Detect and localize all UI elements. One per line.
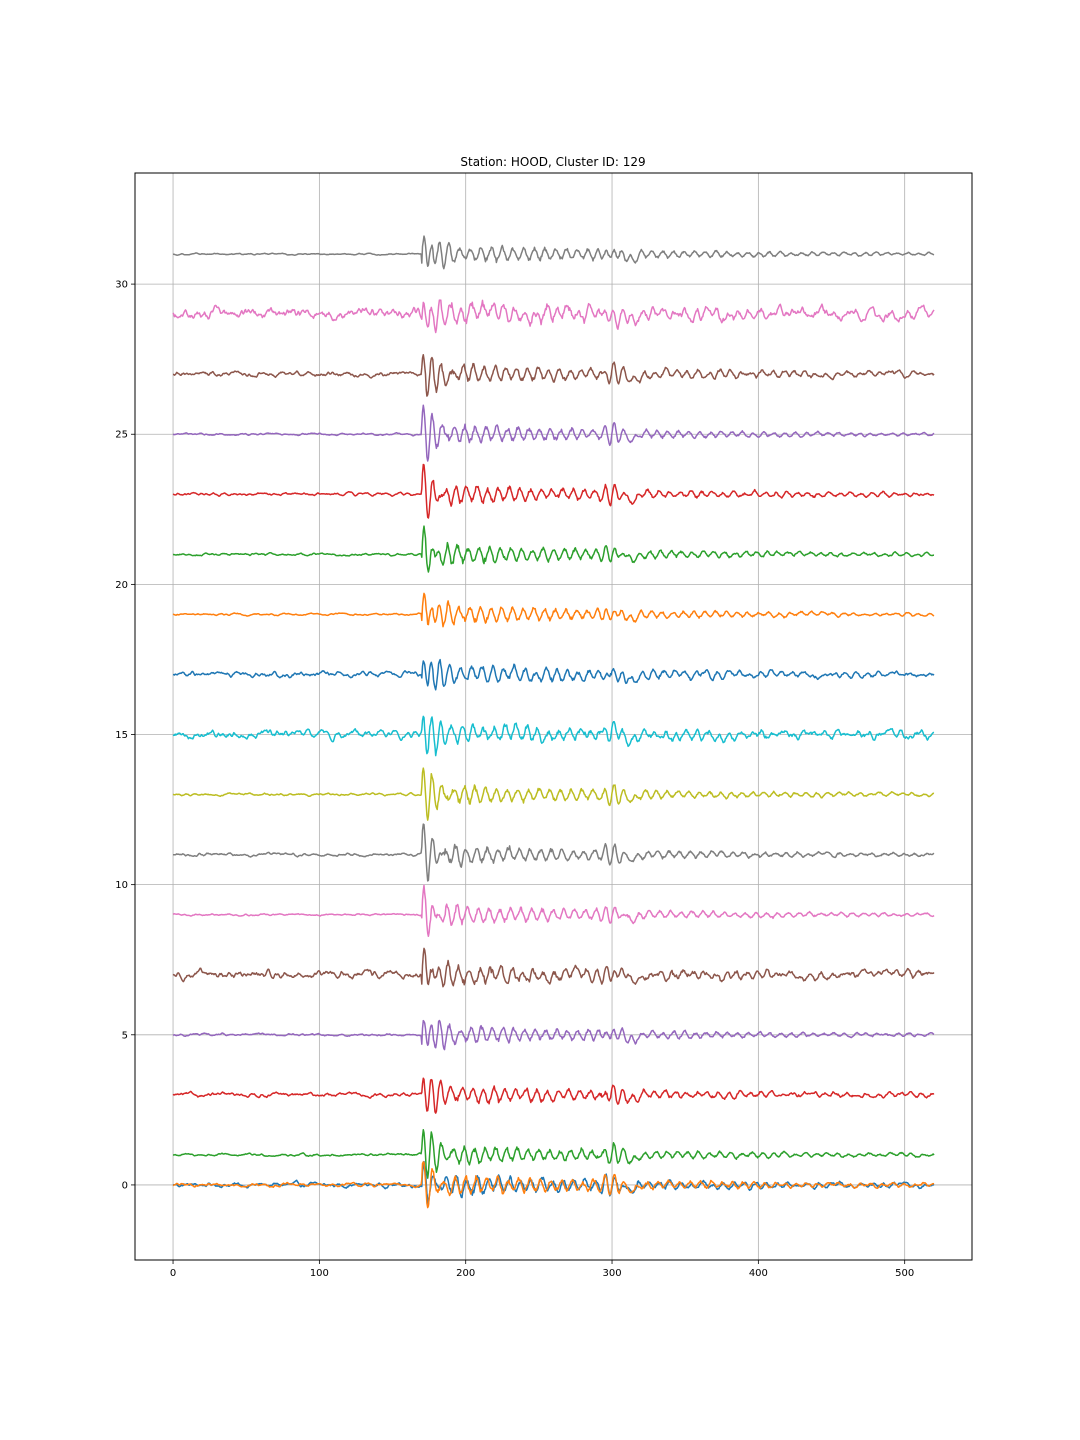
- y-tick-label-25: 25: [115, 430, 128, 441]
- y-tick-label-0: 0: [122, 1180, 128, 1191]
- y-axis: 0 5 10 15 20 25 30: [115, 280, 135, 1191]
- x-tick-label-300: 300: [602, 1268, 621, 1279]
- series-line-3: [172, 1077, 935, 1114]
- series-line-13: [172, 463, 935, 519]
- y-tick-label-20: 20: [115, 580, 128, 591]
- x-axis: 0 100 200 300 400 500: [170, 1260, 914, 1279]
- chart-title: Station: HOOD, Cluster ID: 129: [460, 155, 645, 169]
- x-tick-label-100: 100: [310, 1268, 329, 1279]
- x-tick-label-400: 400: [749, 1268, 768, 1279]
- series-line-4: [172, 1019, 935, 1051]
- x-tick-label-0: 0: [170, 1268, 176, 1279]
- y-tick-label-5: 5: [122, 1030, 128, 1041]
- series-line-11: [172, 592, 935, 628]
- series-line-17: [172, 235, 935, 270]
- series-line-5: [172, 947, 935, 988]
- series-line-15: [172, 353, 935, 397]
- plot-frame: [134, 172, 973, 1261]
- series-line-2: [172, 1129, 935, 1179]
- series-line-1: [172, 1161, 935, 1209]
- series-line-7: [173, 823, 935, 882]
- x-tick-label-500: 500: [895, 1268, 914, 1279]
- y-tick-label-30: 30: [115, 280, 128, 291]
- series-line-9: [172, 715, 935, 757]
- series-line-14: [172, 404, 935, 462]
- series-line-16: [172, 299, 935, 334]
- y-tick-label-15: 15: [115, 730, 128, 741]
- series-line-12: [172, 525, 935, 573]
- x-tick-label-200: 200: [456, 1268, 475, 1279]
- series-layer: [172, 235, 935, 1209]
- series-line-6: [172, 884, 935, 938]
- y-tick-label-10: 10: [115, 880, 128, 891]
- series-line-10: [172, 658, 935, 691]
- series-line-8: [172, 767, 935, 821]
